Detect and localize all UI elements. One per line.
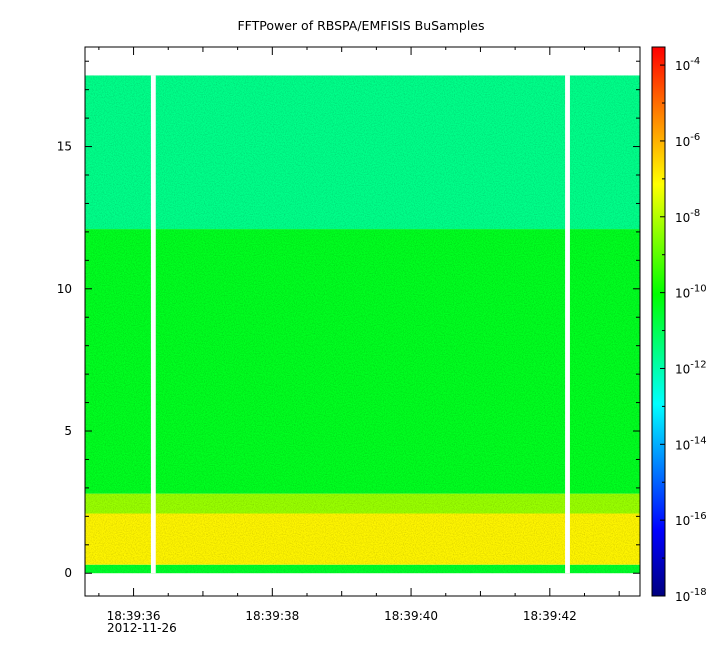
colorbar-tick-label: 10-8: [675, 208, 700, 225]
data-gap-1: [565, 75, 570, 574]
data-gaps: [150, 75, 570, 574]
data-gap-0: [150, 75, 156, 574]
colorbar-tick-label: 10-12: [675, 359, 707, 376]
spectrogram-band-3: [85, 229, 640, 494]
colorbar-tick-label: 10-16: [675, 511, 707, 528]
x-date-label: 2012-11-26: [107, 621, 177, 635]
colorbar-tick-label: 10-18: [675, 587, 707, 604]
spectrogram-bands: [85, 75, 640, 574]
chart-title: FFTPower of RBSPA/EMFISIS BuSamples: [237, 18, 484, 33]
x-tick-label: 18:39:40: [384, 609, 438, 623]
colorbar-tick-label: 10-6: [675, 132, 700, 149]
colorbar-tick-label: 10-14: [675, 435, 707, 452]
x-axis: 18:39:36 18:39:38 18:39:40 18:39:42: [98, 47, 620, 623]
colorbar-tick-label: 10-4: [675, 56, 700, 73]
y-axis: 0 5 10 15: [57, 60, 640, 580]
y-tick-label: 15: [57, 140, 72, 154]
spectrogram-band-4: [85, 75, 640, 230]
x-tick-label: 18:39:36: [107, 609, 161, 623]
y-tick-label: 0: [64, 566, 72, 580]
colorbar-tick-label: 10-10: [675, 284, 707, 301]
spectrogram-band-2: [85, 493, 640, 514]
spectrogram-band-0: [85, 564, 640, 574]
y-tick-label: 10: [57, 282, 72, 296]
y-tick-label: 5: [64, 424, 72, 438]
x-tick-label: 18:39:42: [523, 609, 577, 623]
spectrogram-band-1: [85, 513, 640, 565]
x-tick-label: 18:39:38: [245, 609, 299, 623]
colorbar: [651, 46, 666, 597]
colorbar-axis: 10-4 10-6 10-8 10-10 10-12 10-14 10-16 10-18: [660, 56, 707, 604]
plot-frame: [84, 46, 641, 597]
